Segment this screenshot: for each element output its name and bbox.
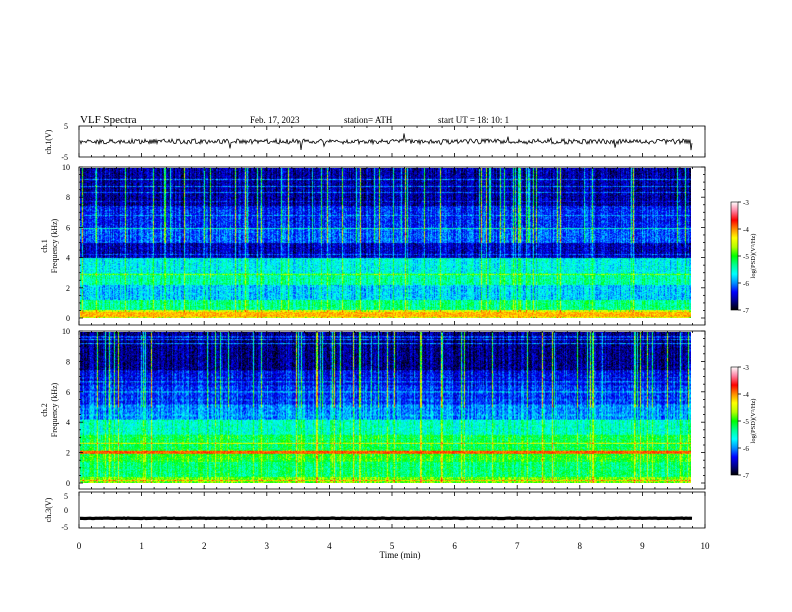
time-axis: 0 1 2 3 4 5 6 7 8 9 10 xyxy=(77,541,710,551)
colorbar-tick-label: -7 xyxy=(743,307,749,315)
colorbar-tick-label: -3 xyxy=(743,199,749,207)
frequency-tick-label: 0 xyxy=(66,479,70,488)
time-tick-label: 1 xyxy=(139,541,144,551)
time-tick-label: 2 xyxy=(202,541,207,551)
time-tick-label: 4 xyxy=(327,541,332,551)
ch3-waveform-frame xyxy=(78,491,706,529)
start-time-label: start UT = 18: 10: 1 xyxy=(438,115,509,125)
x-axis-label: Time (min) xyxy=(380,550,421,560)
time-tick-label: 5 xyxy=(390,541,395,551)
colorbar-tick-label: -5 xyxy=(743,418,749,426)
frequency-tick-label: 2 xyxy=(66,284,70,293)
ch1-waveform-panel: 5 -5 ch.1(V) xyxy=(44,122,706,162)
date-label: Feb. 17, 2023 xyxy=(250,115,300,125)
colorbar-tick-label: -3 xyxy=(743,364,749,372)
time-tick-label: 6 xyxy=(452,541,457,551)
ch1-spectrogram-image xyxy=(80,168,691,318)
ch3-tick-label: 5 xyxy=(64,492,68,501)
figure-title: VLF Spectra xyxy=(80,114,137,126)
frequency-tick-label: 8 xyxy=(66,357,70,366)
frequency-tick-label: 2 xyxy=(66,449,70,458)
frequency-tick-label: 4 xyxy=(66,254,70,263)
ch1-trace xyxy=(79,133,693,151)
ch2-spectrogram-image xyxy=(80,332,691,483)
ch2-colorbar: -3 -4 -5 -6 -7 log(PSD)(V²/Hz) xyxy=(730,364,757,480)
station-label: station= ATH xyxy=(344,115,393,125)
ch3-tick-label: -5 xyxy=(61,523,68,532)
time-tick-label: 10 xyxy=(701,541,711,551)
colorbar-tick-label: -4 xyxy=(743,226,749,234)
ch3-tick-label: 0 xyxy=(64,506,68,515)
frequency-tick-label: 4 xyxy=(66,418,70,427)
ch3-trace xyxy=(79,516,693,521)
frequency-tick-label: 10 xyxy=(62,327,70,336)
ch1-spectrogram-axis-label: Frequency (kHz) xyxy=(50,218,59,273)
colorbar-tick-label: -6 xyxy=(743,445,749,453)
ch1-colorbar: -3 -4 -5 -6 -7 log(PSD)(V²/Hz) xyxy=(730,199,757,315)
time-tick-label: 0 xyxy=(77,541,82,551)
frequency-tick-label: 6 xyxy=(66,388,70,397)
colorbar-label: log(PSD)(V²/Hz) xyxy=(750,399,757,444)
frequency-tick-label: 6 xyxy=(66,223,70,232)
time-tick-label: 8 xyxy=(578,541,583,551)
colorbar-scale xyxy=(730,366,739,476)
time-tick-label: 7 xyxy=(515,541,520,551)
time-tick-label: 9 xyxy=(640,541,645,551)
ch3-axis-label: ch.3(V) xyxy=(44,497,53,522)
ch2-spectrogram-axis-label: Frequency (kHz) xyxy=(50,382,59,437)
frequency-tick-label: 10 xyxy=(62,163,70,172)
colorbar-tick-label: -6 xyxy=(743,280,749,288)
colorbar-label: log(PSD)(V²/Hz) xyxy=(750,234,757,279)
colorbar-tick-label: -7 xyxy=(743,472,749,480)
ch2-spectrogram-panel: ch.2 Frequency (kHz) 0 2 4 6 8 10 xyxy=(40,327,706,490)
frequency-tick-label: 8 xyxy=(66,193,70,202)
ch1-axis-label: ch.1(V) xyxy=(44,129,53,154)
colorbar-scale xyxy=(730,201,739,311)
axis-ticks xyxy=(78,126,706,528)
ch1-spectrogram-panel: ch.1 Frequency (kHz) 0 2 4 6 8 10 xyxy=(40,163,706,326)
time-tick-label: 3 xyxy=(265,541,270,551)
frequency-tick-label: 0 xyxy=(66,314,70,323)
ch1-tick-label: -5 xyxy=(61,153,68,162)
ch1-spectrogram-channel-label: ch.1 xyxy=(40,239,49,253)
ch3-waveform-panel: 5 0 -5 ch.3(V) xyxy=(44,491,706,532)
colorbar-tick-label: -4 xyxy=(743,391,749,399)
colorbar-tick-label: -5 xyxy=(743,253,749,261)
ch1-tick-label: 5 xyxy=(64,122,68,131)
ch2-spectrogram-channel-label: ch.2 xyxy=(40,403,49,417)
